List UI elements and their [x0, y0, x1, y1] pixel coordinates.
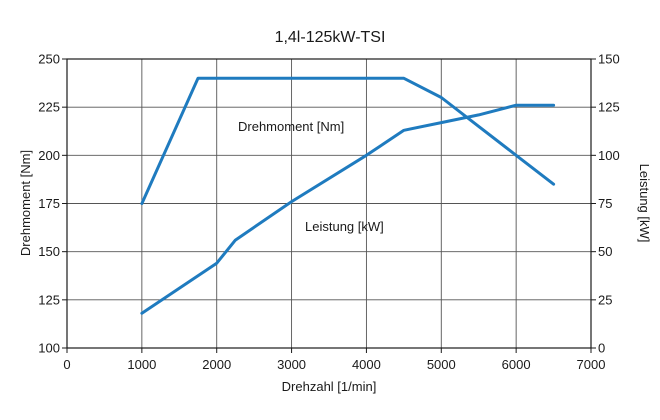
x-tick-label: 5000	[427, 357, 456, 372]
chart-title: 1,4l-125kW-TSI	[275, 29, 386, 46]
y-left-tick-label: 125	[38, 292, 60, 307]
x-tick-label: 1000	[127, 357, 156, 372]
y-left-tick-label: 175	[38, 196, 60, 211]
y-right-tick-label: 75	[598, 196, 612, 211]
y-left-tick-label: 150	[38, 244, 60, 259]
axis-ticks: 0 1000 2000 3000 4000 5000 6000 700010012515017…	[38, 52, 619, 373]
series-label-leistung: Leistung [kW]	[305, 219, 384, 234]
series-layer	[140, 76, 556, 315]
y-right-tick-label: 25	[598, 292, 612, 307]
x-tick-label: 2000	[202, 357, 231, 372]
y-left-tick-label: 200	[38, 148, 60, 163]
grid	[67, 59, 591, 348]
y-right-tick-label: 150	[598, 52, 620, 67]
leistung-line	[140, 103, 556, 315]
y-right-tick-label: 100	[598, 148, 620, 163]
x-axis-label: Drehzahl [1/min]	[282, 379, 377, 394]
drehmoment-line	[140, 76, 556, 205]
x-tick-label: 0	[63, 357, 70, 372]
x-tick-label: 6000	[502, 357, 531, 372]
x-tick-label: 3000	[277, 357, 306, 372]
series-label-drehmoment: Drehmoment [Nm]	[238, 119, 344, 134]
y-right-tick-label: 125	[598, 100, 620, 115]
y-right-tick-label: 50	[598, 244, 612, 259]
y-left-tick-label: 250	[38, 52, 60, 67]
y-axis-label-left: Drehmoment [Nm]	[18, 150, 33, 256]
y-left-tick-label: 100	[38, 341, 60, 356]
y-axis-label-right: Leistung [kW]	[637, 164, 652, 243]
y-left-tick-label: 225	[38, 100, 60, 115]
y-right-tick-label: 0	[598, 341, 605, 356]
x-tick-label: 7000	[577, 357, 606, 372]
x-tick-label: 4000	[352, 357, 381, 372]
